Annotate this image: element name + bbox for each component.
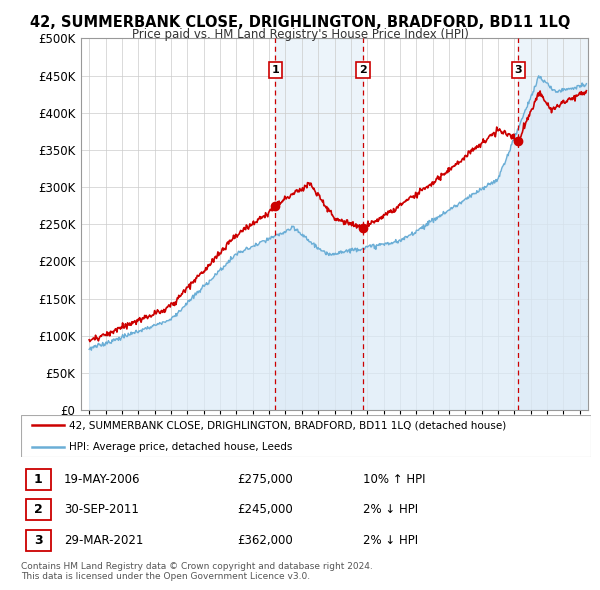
Text: 42, SUMMERBANK CLOSE, DRIGHLINGTON, BRADFORD, BD11 1LQ (detached house): 42, SUMMERBANK CLOSE, DRIGHLINGTON, BRAD… [70,421,506,430]
Text: Price paid vs. HM Land Registry's House Price Index (HPI): Price paid vs. HM Land Registry's House … [131,28,469,41]
Text: 42, SUMMERBANK CLOSE, DRIGHLINGTON, BRADFORD, BD11 1LQ: 42, SUMMERBANK CLOSE, DRIGHLINGTON, BRAD… [30,15,570,30]
Text: 2% ↓ HPI: 2% ↓ HPI [363,503,418,516]
Text: £275,000: £275,000 [238,473,293,486]
Bar [518,38,588,410]
Bar [26,499,51,520]
Text: 10% ↑ HPI: 10% ↑ HPI [363,473,425,486]
Text: 2: 2 [34,503,43,516]
Text: HPI: Average price, detached house, Leeds: HPI: Average price, detached house, Leed… [70,442,293,451]
Text: 1: 1 [34,473,43,486]
Text: 3: 3 [34,534,43,547]
Text: Contains HM Land Registry data © Crown copyright and database right 2024.: Contains HM Land Registry data © Crown c… [21,562,373,571]
Bar [275,38,363,410]
Text: 30-SEP-2011: 30-SEP-2011 [64,503,139,516]
Text: 19-MAY-2006: 19-MAY-2006 [64,473,140,486]
Text: 2% ↓ HPI: 2% ↓ HPI [363,534,418,547]
Text: £362,000: £362,000 [238,534,293,547]
Text: £245,000: £245,000 [238,503,293,516]
Text: 29-MAR-2021: 29-MAR-2021 [64,534,143,547]
Text: This data is licensed under the Open Government Licence v3.0.: This data is licensed under the Open Gov… [21,572,310,581]
Bar [26,468,51,490]
Text: 2: 2 [359,65,367,75]
Text: 3: 3 [515,65,522,75]
Text: 1: 1 [271,65,279,75]
Bar [26,530,51,551]
